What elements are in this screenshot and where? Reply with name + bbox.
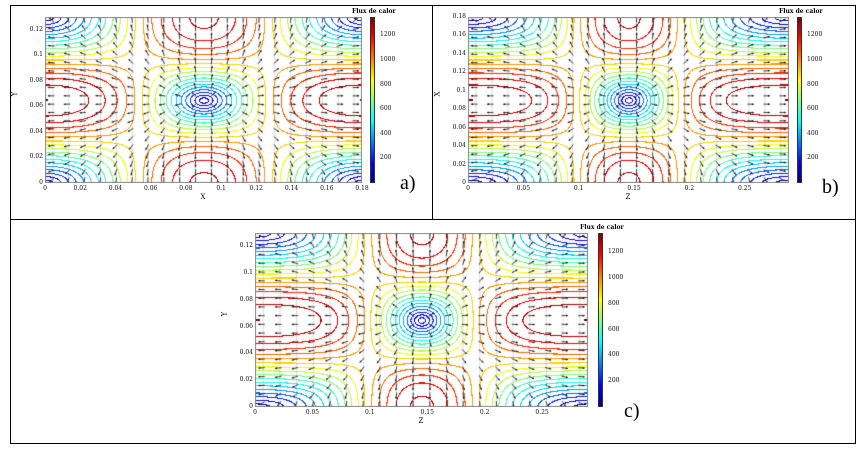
colorbar-tick-label: 600 (380, 105, 392, 113)
contour-plot-area (45, 17, 362, 183)
x-tick-label: 0 (43, 185, 47, 192)
colorbar-tick-label: 1200 (608, 248, 624, 256)
contour-plot-area (255, 233, 588, 407)
colorbar-tick-label: 400 (380, 129, 392, 137)
y-tick-label: 0.08 (452, 105, 466, 113)
y-tick-label: 0.08 (239, 295, 253, 303)
x-tick-label: 0.25 (738, 185, 752, 192)
y-tick-label: 0.12 (239, 242, 253, 250)
colorbar-tick-label: 200 (807, 154, 819, 162)
y-tick-label: 0.02 (29, 153, 43, 161)
y-tick-label: 0.12 (452, 68, 466, 76)
colorbar-tick-label: 200 (608, 377, 620, 385)
x-tick-label: 0.15 (627, 185, 641, 192)
colorbar-tick-label: 1000 (807, 56, 823, 64)
colorbar-tick-label: 400 (608, 351, 620, 359)
colorbar-tick-label: 1000 (608, 274, 624, 282)
colorbar-title: Flux de calor (352, 8, 396, 15)
colorbar-tick-label: 400 (807, 129, 819, 137)
contour-plot-area (468, 17, 789, 183)
colorbar-tick-label: 800 (807, 80, 819, 88)
panel-label: a) (400, 172, 416, 194)
y-tick-label: 0.16 (452, 31, 466, 39)
y-tick-label: 0.04 (239, 349, 253, 357)
x-tick-label: 0.05 (305, 409, 320, 416)
panel-label: b) (822, 176, 839, 198)
x-tick-label: 0.04 (108, 185, 123, 192)
panel-label: c) (624, 400, 640, 422)
x-tick-label: 0 (253, 409, 257, 416)
y-tick-label: 0.04 (452, 142, 466, 150)
colorbar-title: Flux de calor (779, 8, 823, 15)
x-tick-label: 0 (466, 185, 470, 192)
colorbar-tick-label: 1200 (380, 31, 396, 39)
y-axis-label: Y (10, 91, 19, 97)
colorbar-tick-label: 200 (380, 154, 392, 162)
y-tick-label: 0 (249, 403, 253, 410)
colorbar (797, 17, 802, 183)
colorbar-tick-label: 800 (608, 299, 620, 307)
colorbar-tick-label: 600 (608, 325, 620, 333)
colorbar-title: Flux de calor (580, 224, 624, 231)
y-tick-label: 0.14 (452, 49, 466, 57)
y-tick-label: 0.1 (456, 86, 466, 94)
y-tick-label: 0.12 (29, 25, 43, 33)
y-tick-label: 0.02 (452, 160, 466, 168)
colorbar (598, 233, 603, 407)
y-tick-label: 0.08 (29, 76, 43, 84)
colorbar (370, 17, 375, 183)
x-tick-label: 0.25 (535, 409, 549, 416)
x-tick-label: 0.12 (249, 185, 263, 192)
x-tick-label: 0.15 (420, 409, 434, 416)
colorbar-tick-label: 1000 (380, 56, 396, 64)
y-tick-label: 0 (462, 179, 466, 186)
colorbar-tick-label: 1200 (807, 31, 823, 39)
y-tick-label: 0.1 (33, 51, 43, 59)
x-tick-label: 0.1 (573, 185, 584, 192)
colorbar-tick-label: 800 (380, 80, 392, 88)
x-tick-label: 0.18 (355, 185, 369, 192)
x-tick-label: 0.14 (284, 185, 299, 192)
y-tick-label: 0 (39, 179, 43, 186)
x-axis-label: Z (418, 417, 424, 425)
colorbar-tick-label: 600 (807, 105, 819, 113)
x-tick-label: 0.06 (143, 185, 158, 192)
y-tick-label: 0.04 (29, 127, 43, 135)
x-tick-label: 0.2 (684, 185, 695, 192)
y-tick-label: 0.06 (239, 322, 253, 330)
y-tick-label: 0.06 (29, 102, 43, 110)
y-axis-label: X (433, 91, 442, 97)
x-tick-label: 0.05 (516, 185, 531, 192)
y-tick-label: 0.18 (452, 13, 466, 20)
x-tick-label: 0.1 (216, 185, 226, 192)
y-tick-label: 0.06 (452, 123, 466, 131)
x-tick-label: 0.02 (73, 185, 87, 192)
y-tick-label: 0.02 (239, 376, 253, 384)
x-axis-label: X (200, 193, 206, 201)
y-tick-label: 0.1 (243, 269, 253, 277)
figure-frame-bottom (10, 219, 856, 444)
x-tick-label: 0.2 (479, 409, 490, 416)
y-axis-label: Y (220, 311, 229, 317)
x-axis-label: Z (625, 193, 631, 201)
x-tick-label: 0.16 (320, 185, 334, 192)
x-tick-label: 0.08 (179, 185, 193, 192)
x-tick-label: 0.1 (365, 409, 375, 416)
